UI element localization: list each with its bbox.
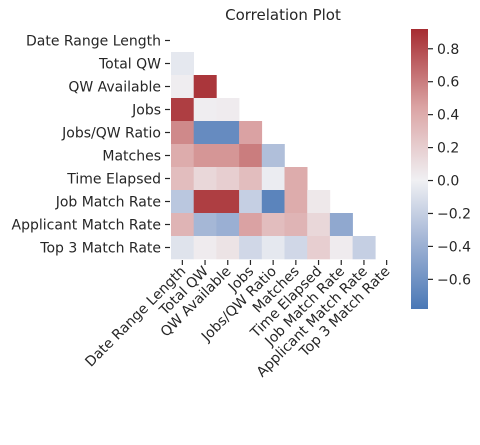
heatmap-cell: [193, 121, 217, 145]
heatmap-cell: [171, 75, 194, 99]
heatmap-cell: [216, 167, 240, 191]
heatmap-cell: [216, 190, 240, 214]
y-tick-label: Time Elapsed: [66, 172, 161, 188]
heatmap-cell: [171, 121, 194, 145]
y-tick-label: Matches: [102, 149, 161, 165]
heatmap-cell: [193, 98, 217, 122]
y-tick-label: Date Range Length: [26, 34, 161, 50]
heatmap-cell: [239, 144, 263, 168]
heatmap-cell: [193, 236, 217, 260]
heatmap-cell: [171, 167, 194, 191]
colorbar-tick-label: 0.2: [437, 141, 459, 157]
heatmap-cell: [171, 213, 194, 237]
y-tick-label: Jobs: [131, 103, 161, 119]
heatmap-cell: [193, 190, 217, 214]
heatmap-cell: [171, 98, 194, 122]
y-tick-label: Applicant Match Rate: [12, 218, 162, 234]
y-tick-label: Jobs/QW Ratio: [61, 126, 161, 142]
heatmap-cell: [261, 236, 285, 260]
heatmap-cell: [307, 236, 331, 260]
heatmap-cell: [171, 52, 194, 76]
heatmap-cell: [171, 144, 194, 168]
colorbar-tick-label: 0.8: [437, 42, 459, 58]
heatmap-cell: [261, 167, 285, 191]
heatmap-cell: [193, 75, 217, 99]
heatmap-cell: [193, 213, 217, 237]
heatmap-cell: [307, 190, 331, 214]
heatmap-cell: [284, 190, 308, 214]
heatmap-cell: [284, 213, 308, 237]
heatmap-cell: [284, 167, 308, 191]
chart-title: Correlation Plot: [225, 6, 341, 24]
heatmap-cell: [171, 190, 194, 214]
y-tick-label: QW Available: [68, 80, 161, 96]
heatmap-cell: [216, 144, 240, 168]
colorbar-tick-label: −0.2: [437, 206, 471, 222]
heatmap-cell: [239, 121, 263, 145]
heatmap-cell: [239, 167, 263, 191]
heatmap-cell: [352, 236, 376, 260]
colorbar-gradient: [411, 29, 428, 309]
heatmap-cell: [239, 190, 263, 214]
heatmap-cell: [261, 144, 285, 168]
heatmap-cell: [216, 236, 240, 260]
colorbar: 0.8 0.6 0.4 0.2 0.0 −0.2 −0.4 −0.6: [411, 29, 471, 309]
heatmap-cell: [216, 98, 240, 122]
colorbar-tick-label: 0.6: [437, 75, 459, 91]
heatmap-cell: [171, 236, 194, 260]
y-tick-labels: Date Range Length Total QW QW Available Job…: [12, 34, 170, 257]
colorbar-tick-label: −0.6: [437, 272, 471, 288]
heatmap-cell: [261, 213, 285, 237]
heatmap-cell: [329, 213, 353, 237]
colorbar-tick-label: 0.4: [437, 108, 459, 124]
colorbar-tick-label: −0.4: [437, 239, 471, 255]
colorbar-tick-label: 0.0: [437, 174, 459, 190]
heatmap-cell: [193, 167, 217, 191]
heatmap-cell: [216, 121, 240, 145]
heatmap-cell: [239, 236, 263, 260]
heatmap-cell: [329, 236, 353, 260]
heatmap-cell: [284, 236, 308, 260]
heatmap-cell: [307, 213, 331, 237]
heatmap-cell: [216, 213, 240, 237]
heatmap-cell: [193, 144, 217, 168]
y-tick-label: Top 3 Match Rate: [39, 241, 161, 257]
y-tick-label: Job Match Rate: [55, 195, 161, 211]
y-tick-label: Total QW: [98, 57, 161, 73]
heatmap-cells: [171, 52, 376, 260]
heatmap-cell: [239, 213, 263, 237]
heatmap-cell: [261, 190, 285, 214]
